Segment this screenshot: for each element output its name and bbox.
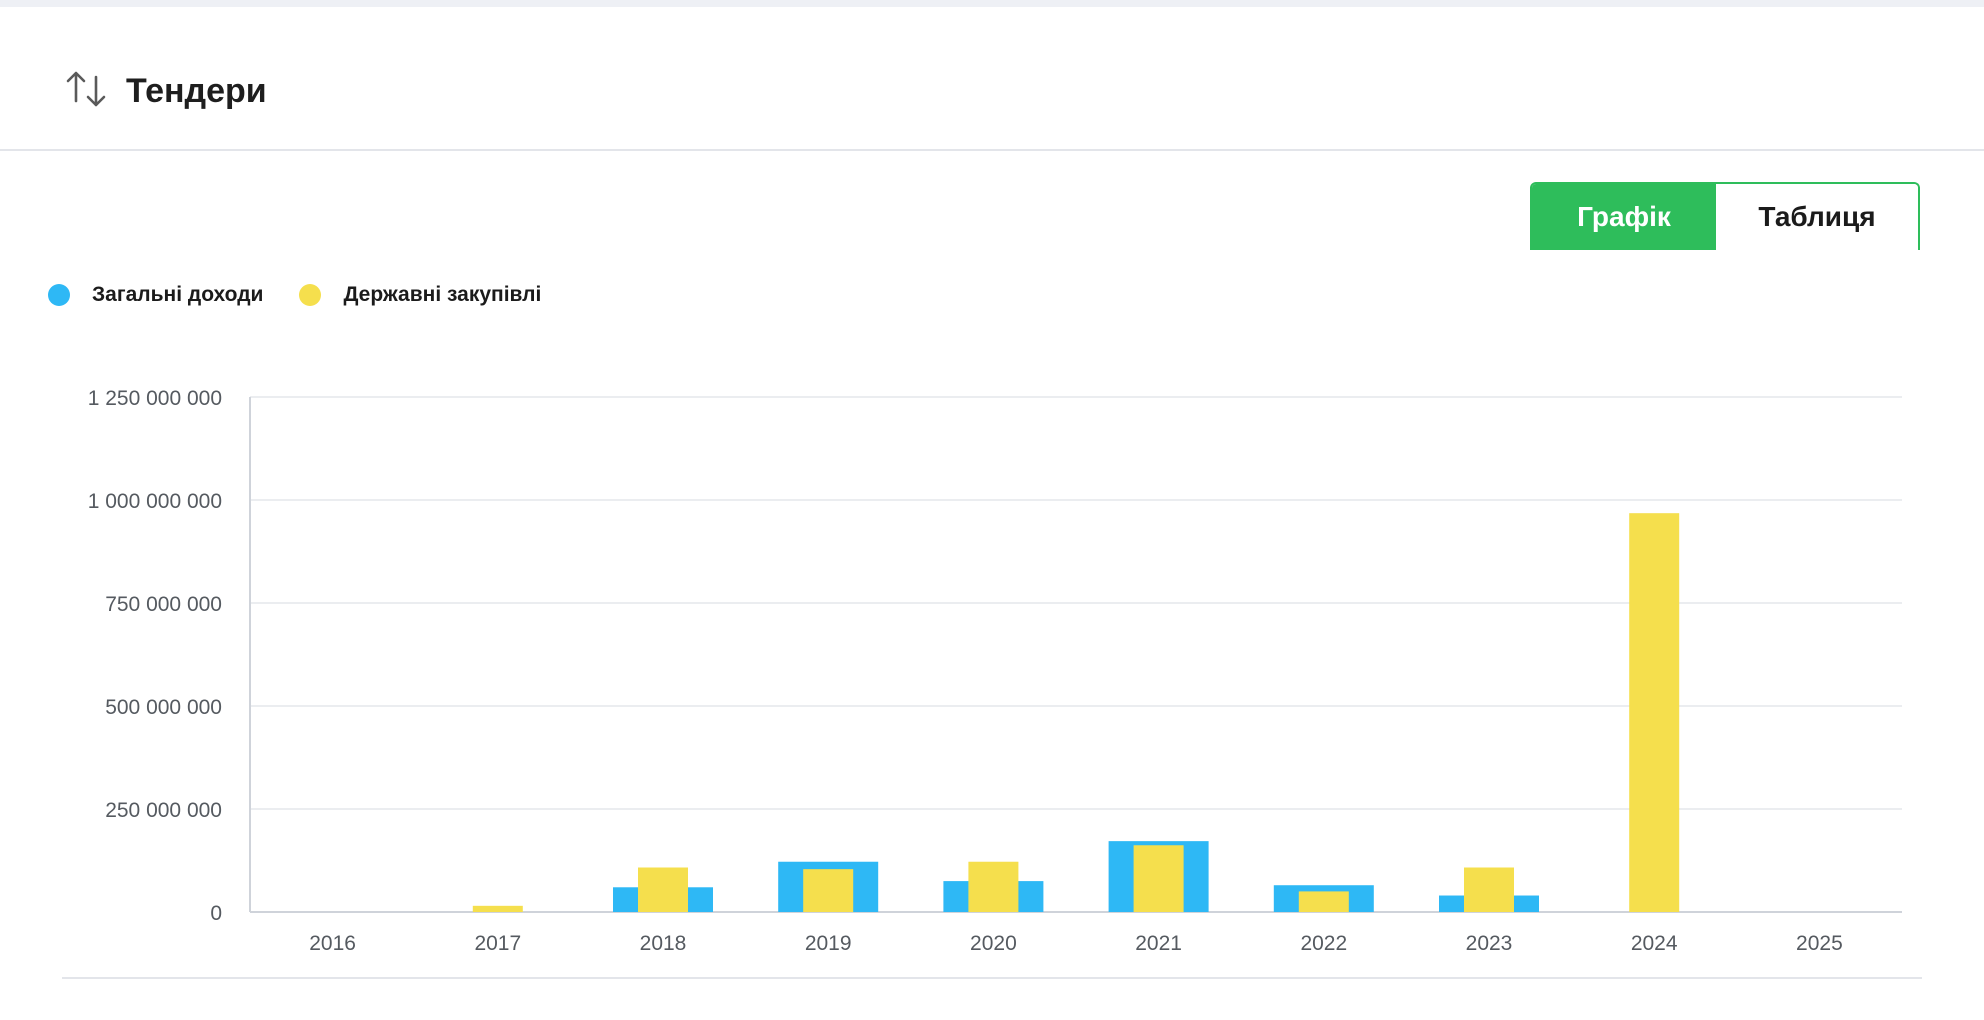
- bar-procurement-2018: [638, 867, 688, 912]
- legend-label-income: Загальні доходи: [92, 283, 264, 306]
- chart-view-button[interactable]: Графік: [1532, 184, 1716, 250]
- table-view-button[interactable]: Таблиця: [1716, 184, 1918, 250]
- y-tick-label: 1 250 000 000: [88, 387, 222, 410]
- x-tick-label: 2021: [1135, 932, 1182, 955]
- view-toggle: Графік Таблиця: [1530, 182, 1920, 250]
- legend-dot-procurement: [299, 284, 322, 306]
- x-tick-label: 2025: [1796, 932, 1843, 955]
- legend-item-procurement[interactable]: Державні закупівлі: [299, 283, 541, 307]
- y-tick-label: 750 000 000: [105, 593, 222, 616]
- bar-procurement-2017: [472, 905, 523, 912]
- bar-procurement-2023: [1464, 867, 1514, 912]
- chart-legend: Загальні доходи Державні закупівлі: [48, 283, 577, 307]
- x-tick-label: 2020: [970, 932, 1017, 955]
- card-header: Тендери: [0, 7, 1984, 151]
- divider: [62, 977, 1922, 979]
- bar-procurement-2021: [1133, 845, 1184, 912]
- bar-procurement-2019: [803, 869, 854, 912]
- x-tick-label: 2018: [640, 932, 687, 955]
- page-title: Тендери: [126, 72, 267, 110]
- x-tick-label: 2024: [1631, 932, 1678, 955]
- x-tick-label: 2017: [474, 932, 521, 955]
- legend-dot-income: [48, 284, 70, 306]
- bar-procurement-2024: [1629, 513, 1680, 912]
- legend-item-income[interactable]: Загальні доходи: [48, 283, 263, 307]
- y-tick-label: 1 000 000 000: [88, 490, 222, 513]
- y-tick-label: 500 000 000: [105, 696, 222, 719]
- bar-procurement-2020: [968, 861, 1019, 912]
- tenders-card: Тендери Графік Таблиця Загальні доходи Д…: [0, 7, 1984, 1020]
- bar-chart: 0 250 000 000 500 000 000 750 000 000 1 000 …: [88, 387, 1902, 955]
- sort-arrows-icon: [66, 71, 106, 107]
- x-tick-label: 2019: [805, 932, 852, 955]
- y-tick-label: 0: [210, 902, 222, 925]
- x-tick-label: 2023: [1466, 932, 1513, 955]
- bar-procurement-2022: [1298, 891, 1349, 912]
- x-tick-label: 2016: [309, 932, 356, 955]
- x-tick-label: 2022: [1300, 932, 1347, 955]
- legend-label-procurement: Державні закупівлі: [343, 283, 542, 306]
- y-tick-label: 250 000 000: [105, 799, 222, 822]
